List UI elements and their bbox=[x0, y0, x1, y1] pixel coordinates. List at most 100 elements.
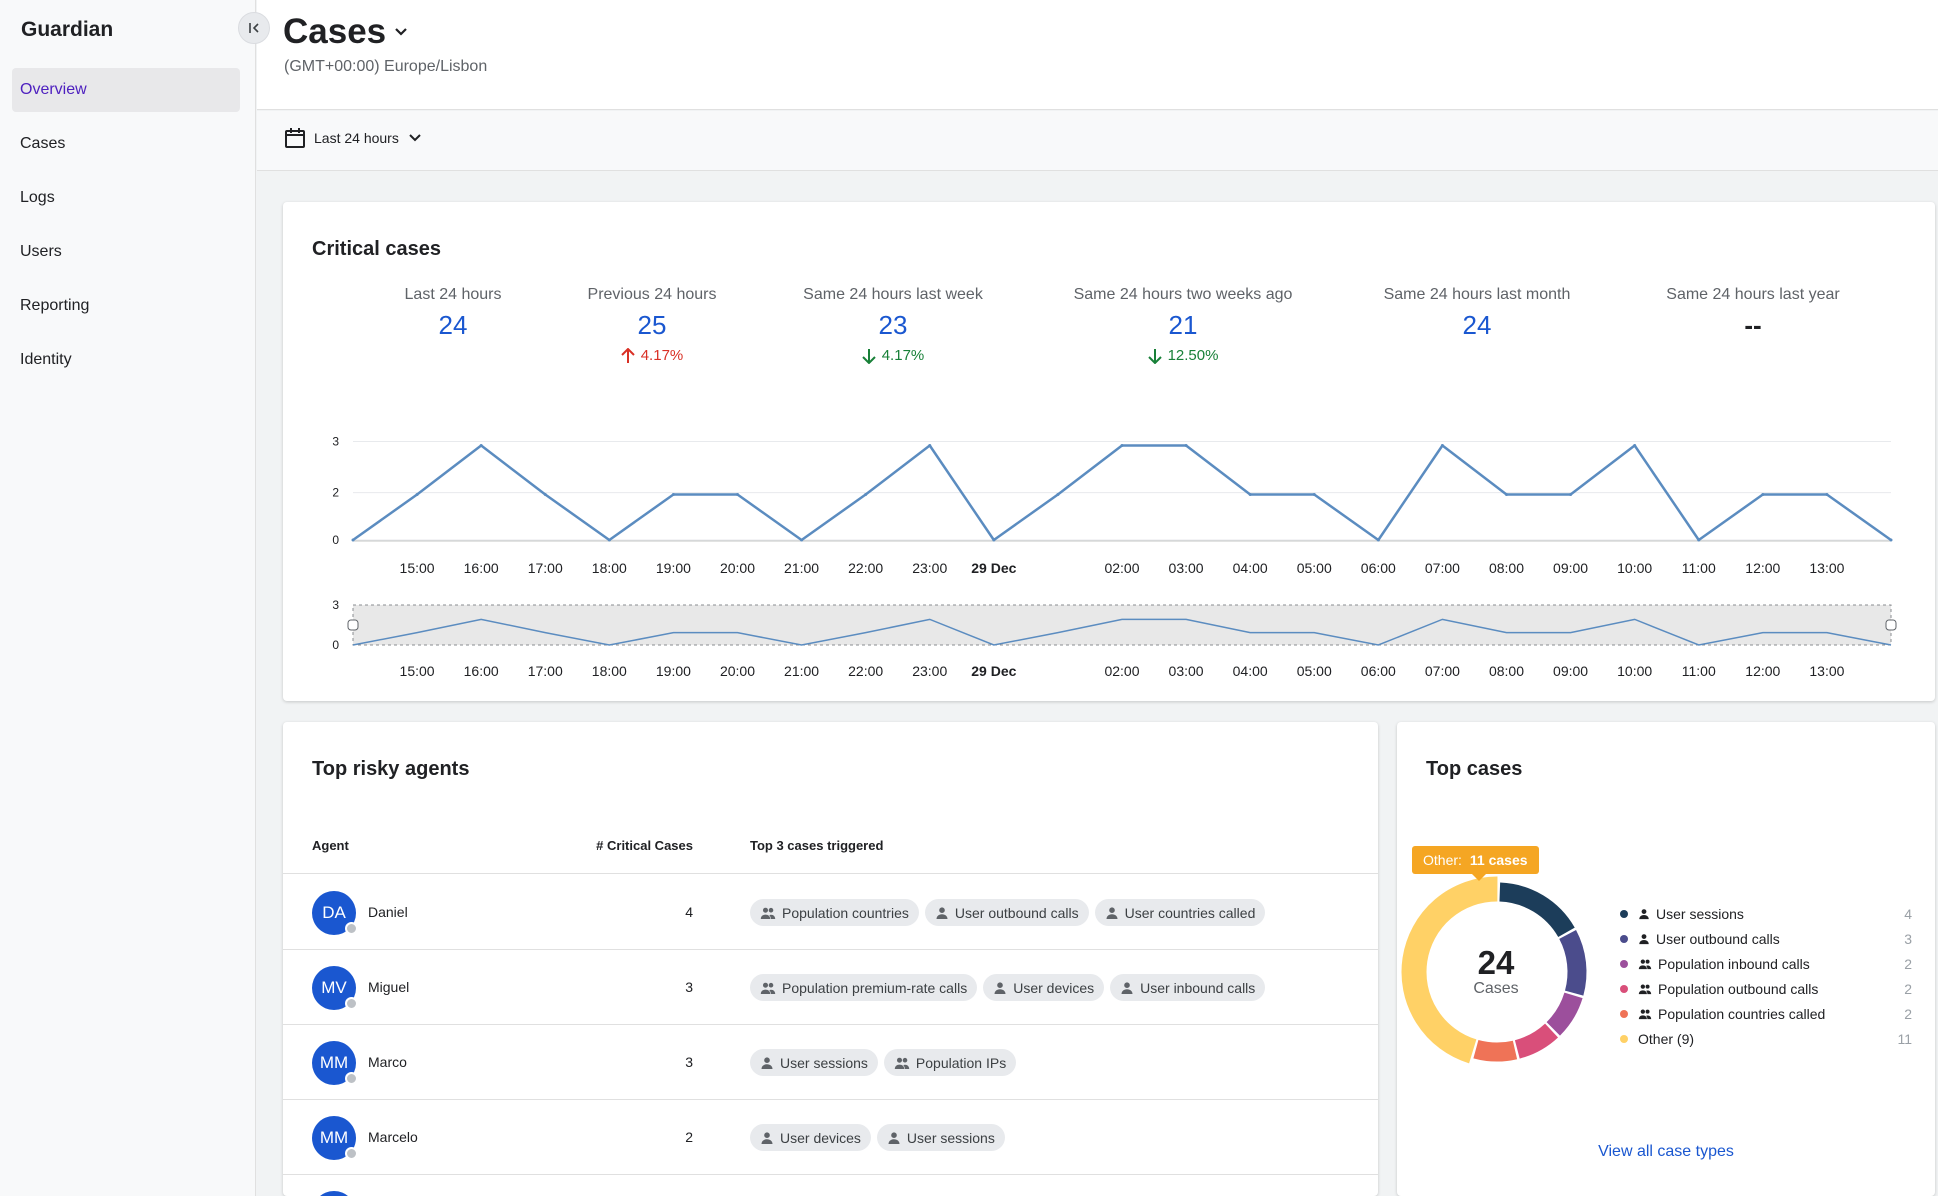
case-chip[interactable]: User inbound calls bbox=[1110, 974, 1266, 1001]
case-chip[interactable]: User devices bbox=[750, 1124, 871, 1151]
x-tick-label: 22:00 bbox=[848, 560, 883, 576]
person-icon bbox=[935, 906, 949, 920]
legend-item[interactable]: Population outbound calls 2 bbox=[1620, 976, 1912, 1001]
sidebar-item-logs[interactable]: Logs bbox=[20, 189, 55, 206]
table-row[interactable]: MM Marcelo 2 User devices User sessions bbox=[283, 1100, 1378, 1175]
navigator-x-tick-label: 09:00 bbox=[1553, 663, 1588, 679]
x-tick-label: 12:00 bbox=[1745, 560, 1780, 576]
case-chip[interactable]: Population countries bbox=[750, 899, 919, 926]
stat-value: 23 bbox=[878, 310, 908, 340]
case-chips: Population premium-rate calls User device… bbox=[750, 974, 1266, 1001]
sidebar-item-reporting[interactable]: Reporting bbox=[20, 297, 90, 314]
stat-change-value: 4.17% bbox=[640, 347, 684, 364]
legend-item[interactable]: User outbound calls 3 bbox=[1620, 926, 1912, 951]
sidebar-item-identity[interactable]: Identity bbox=[20, 351, 72, 368]
stat-label: Same 24 hours last month bbox=[1383, 286, 1571, 303]
legend-count: 2 bbox=[1904, 1005, 1912, 1022]
column-header-agent[interactable]: Agent bbox=[312, 838, 349, 853]
donut-slice[interactable] bbox=[1499, 882, 1575, 938]
navigator-left-handle[interactable] bbox=[347, 619, 359, 631]
case-chips: User devices User sessions bbox=[750, 1124, 1005, 1151]
case-chip[interactable]: User sessions bbox=[750, 1049, 878, 1076]
stat-value: 24 bbox=[438, 310, 468, 340]
table-row[interactable] bbox=[283, 1175, 1378, 1196]
data-point bbox=[1376, 538, 1380, 542]
case-chip-label: Population countries bbox=[782, 904, 909, 921]
person-icon bbox=[887, 1131, 901, 1145]
chevron-down-icon bbox=[409, 134, 421, 142]
case-chip[interactable]: Population IPs bbox=[883, 1049, 1017, 1076]
data-point bbox=[1440, 444, 1444, 447]
legend-item[interactable]: Population inbound calls 2 bbox=[1620, 951, 1912, 976]
navigator-x-tick-label: 17:00 bbox=[528, 663, 563, 679]
navigator-right-handle[interactable] bbox=[1885, 619, 1897, 631]
timezone-label: (GMT+00:00) Europe/Lisbon bbox=[284, 58, 488, 75]
stat-change: 4.17% bbox=[763, 347, 1023, 364]
data-point bbox=[800, 538, 804, 542]
time-range-picker[interactable]: Last 24 hours bbox=[284, 127, 423, 149]
legend-item[interactable]: Population countries called 2 bbox=[1620, 1001, 1912, 1026]
navigator-x-tick-label: 07:00 bbox=[1425, 663, 1460, 679]
legend-dot bbox=[1620, 959, 1628, 968]
table-row[interactable]: MM Marco 3 User sessions Population IPs bbox=[283, 1025, 1378, 1100]
donut-slice[interactable] bbox=[1401, 876, 1498, 1064]
time-range-label: Last 24 hours bbox=[314, 130, 399, 146]
navigator-x-tick-label: 11:00 bbox=[1682, 663, 1716, 679]
case-chip[interactable]: User outbound calls bbox=[924, 899, 1089, 926]
critical-case-count: 4 bbox=[685, 904, 693, 920]
avatar: MV bbox=[312, 966, 358, 1010]
case-chip-label: User devices bbox=[780, 1129, 861, 1146]
data-point bbox=[543, 493, 547, 496]
case-chip[interactable]: User sessions bbox=[876, 1124, 1005, 1151]
person-icon bbox=[1638, 933, 1650, 945]
avatar bbox=[312, 1191, 356, 1196]
case-chip-label: User sessions bbox=[906, 1129, 995, 1146]
legend-item[interactable]: User sessions 4 bbox=[1620, 901, 1912, 926]
donut-slice[interactable] bbox=[1514, 1023, 1559, 1059]
table-row[interactable]: DA Daniel 4 Population countries User outbou… bbox=[283, 875, 1378, 950]
x-tick-label: 02:00 bbox=[1104, 560, 1139, 576]
page-title: Cases bbox=[283, 12, 387, 51]
sidebar-item-users[interactable]: Users bbox=[20, 243, 62, 260]
navigator-x-tick-label: 03:00 bbox=[1169, 663, 1204, 679]
donut-center: 24 Cases bbox=[1431, 944, 1561, 998]
x-tick-label: 09:00 bbox=[1553, 560, 1588, 576]
person-icon bbox=[1105, 906, 1119, 920]
navigator-x-tick-label: 20:00 bbox=[720, 663, 755, 679]
tooltip-value: 11 cases bbox=[1469, 852, 1528, 868]
case-chip[interactable]: Population premium-rate calls bbox=[750, 974, 978, 1001]
case-chip[interactable]: User devices bbox=[983, 974, 1105, 1001]
agent-name[interactable]: Daniel bbox=[368, 904, 408, 920]
donut-slice[interactable] bbox=[1473, 1039, 1518, 1062]
column-header-critical-cases[interactable]: # Critical Cases bbox=[596, 838, 693, 853]
navigator-x-tick-label: 06:00 bbox=[1361, 663, 1396, 679]
donut-slice[interactable] bbox=[1559, 929, 1587, 996]
legend-label: Population countries called bbox=[1658, 1005, 1826, 1022]
data-point bbox=[351, 538, 355, 542]
stat-label: Last 24 hours bbox=[404, 286, 502, 303]
data-point bbox=[1248, 493, 1252, 496]
agent-name[interactable]: Marco bbox=[368, 1054, 407, 1070]
stat-label: Same 24 hours two weeks ago bbox=[1073, 286, 1293, 303]
view-all-case-types-link[interactable]: View all case types bbox=[1598, 1143, 1734, 1160]
table-row[interactable]: MV Miguel 3 Population premium-rate calls Us… bbox=[283, 950, 1378, 1025]
case-chip[interactable]: User countries called bbox=[1094, 899, 1266, 926]
sidebar-item-overview[interactable]: Overview bbox=[12, 68, 240, 112]
top-cases-donut-chart[interactable] bbox=[1397, 872, 1597, 1072]
case-chip-label: Population premium-rate calls bbox=[782, 979, 968, 996]
page-title-dropdown[interactable]: Cases bbox=[283, 12, 410, 52]
donut-total: 24 bbox=[1477, 944, 1515, 981]
navigator-x-tick-label: 16:00 bbox=[464, 663, 499, 679]
agent-name[interactable]: Marcelo bbox=[368, 1129, 418, 1145]
collapse-sidebar-button[interactable] bbox=[238, 12, 270, 44]
legend-item[interactable]: Other (9) 11 bbox=[1620, 1026, 1912, 1051]
status-dot bbox=[345, 997, 358, 1010]
donut-slice[interactable] bbox=[1546, 992, 1583, 1036]
navigator-x-tick-label: 08:00 bbox=[1489, 663, 1524, 679]
agent-name[interactable]: Miguel bbox=[368, 979, 410, 995]
sidebar-item-cases[interactable]: Cases bbox=[20, 135, 66, 152]
sidebar: Guardian Overview Cases Logs Users Repor… bbox=[0, 0, 256, 1196]
x-tick-label: 16:00 bbox=[464, 560, 499, 576]
data-point bbox=[1697, 538, 1701, 542]
